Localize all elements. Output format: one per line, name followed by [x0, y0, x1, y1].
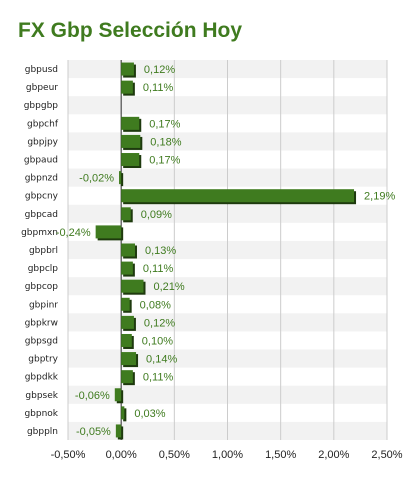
x-tick-label: 1,50%: [265, 449, 296, 461]
bar: [121, 333, 132, 347]
bar: [121, 406, 125, 420]
category-label: gbpcad: [25, 210, 58, 220]
bar: [121, 207, 131, 221]
value-label: 0,17%: [149, 118, 180, 130]
value-label: 0,08%: [140, 299, 171, 311]
bar: [121, 62, 134, 76]
value-label: 0,03%: [134, 408, 165, 420]
bar: [119, 171, 122, 185]
value-label: 0,12%: [144, 317, 175, 329]
bar: [121, 243, 135, 257]
bar: [121, 80, 133, 94]
bar: [95, 225, 122, 239]
bar-shadow: [123, 408, 127, 422]
bar: [121, 279, 144, 293]
category-label: gbppln: [27, 427, 58, 437]
bar: [121, 352, 137, 366]
value-label: -0,24%: [56, 227, 91, 239]
value-label: 0,11%: [143, 82, 174, 94]
bar: [121, 116, 140, 130]
category-label: gbpgbp: [24, 101, 59, 111]
value-label: 0,12%: [144, 64, 175, 76]
x-tick-label: 1,00%: [212, 449, 243, 461]
category-label: gbpusd: [25, 65, 58, 75]
value-label: 0,17%: [149, 155, 180, 167]
value-label: 0,11%: [143, 372, 174, 384]
value-label: 0,18%: [150, 136, 181, 148]
category-label: gbpcop: [25, 282, 59, 292]
value-label: 0,14%: [146, 354, 177, 366]
bar: [114, 388, 122, 402]
category-label: gbpsek: [25, 391, 58, 401]
bar: [121, 370, 133, 384]
category-label: gbpnzd: [25, 174, 58, 184]
bar-shadow: [121, 173, 124, 187]
bar: [121, 153, 140, 167]
bar: [121, 315, 134, 329]
bar: [121, 297, 130, 311]
x-tick-label: -0,50%: [51, 449, 86, 461]
category-label: gbptry: [28, 355, 58, 365]
x-tick-label: 2,50%: [371, 449, 402, 461]
value-label: -0,05%: [76, 426, 111, 438]
category-label: gbpchf: [27, 119, 59, 129]
category-label: gbpsgd: [25, 336, 58, 346]
category-label: gbpdkk: [25, 373, 59, 383]
value-label: 0,21%: [153, 281, 184, 293]
bar: [121, 261, 133, 275]
value-label: -0,06%: [75, 390, 110, 402]
value-label: -0,02%: [79, 173, 114, 185]
category-label: gbpeur: [26, 83, 58, 93]
chart-title: FX Gbp Selección Hoy: [18, 19, 243, 42]
bar: [121, 134, 141, 148]
x-tick-label: 0,50%: [159, 449, 190, 461]
category-label: gbpaud: [24, 156, 58, 166]
x-tick-label: 0,00%: [106, 449, 137, 461]
value-label: 0,10%: [142, 335, 173, 347]
x-tick-label: 2,00%: [318, 449, 349, 461]
bar: [121, 189, 355, 203]
value-label: 0,09%: [141, 209, 172, 221]
category-label: gbpinr: [29, 300, 58, 310]
category-label: gbpclp: [28, 264, 59, 274]
value-label: 0,11%: [143, 263, 174, 275]
category-label: gbpbrl: [29, 246, 58, 256]
category-label: gbpnok: [24, 409, 58, 419]
bar: [115, 424, 122, 438]
category-label: gbpcny: [25, 192, 59, 202]
category-label: gbpmxn: [21, 228, 58, 238]
value-label: 0,13%: [145, 245, 176, 257]
value-label: 2,19%: [364, 191, 395, 203]
category-label: gbpjpy: [27, 137, 58, 147]
category-label: gbpkrw: [25, 318, 58, 328]
